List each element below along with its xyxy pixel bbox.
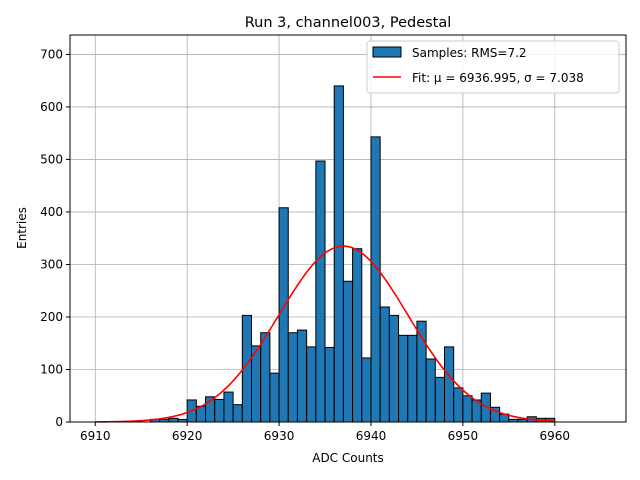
fit-curve xyxy=(95,245,555,423)
histogram-bar xyxy=(379,306,390,423)
y-axis-label: Entries xyxy=(15,207,29,249)
y-tick-label: 600 xyxy=(40,100,63,114)
histogram-bar xyxy=(269,372,280,423)
histogram-bar xyxy=(296,329,308,423)
plot-frame xyxy=(69,34,627,423)
histogram-bar xyxy=(324,346,335,423)
chart-title: Run 3, channel003, Pedestal xyxy=(245,15,452,31)
histogram-bar xyxy=(251,345,262,423)
legend: Samples: RMS=7.2 Fit: μ = 6936.995, σ = … xyxy=(366,40,620,94)
x-tick-label: 6910 xyxy=(80,429,111,443)
histogram-bar xyxy=(223,391,234,423)
x-tick-label: 6920 xyxy=(172,429,203,443)
x-tick-label: 6930 xyxy=(264,429,295,443)
legend-fit-label: Fit: μ = 6936.995, σ = 7.038 xyxy=(412,71,584,85)
histogram-bar xyxy=(315,160,326,423)
histogram-bars xyxy=(149,85,556,423)
y-tick-label: 0 xyxy=(55,415,63,429)
x-axis-label: ADC Counts xyxy=(312,451,384,465)
legend-hist-label: Samples: RMS=7.2 xyxy=(412,46,527,60)
y-tick-label: 500 xyxy=(40,152,63,166)
y-axis-ticks: 0 100 200 300 400 500 600 700 xyxy=(40,47,70,429)
histogram-bar xyxy=(388,314,400,423)
histogram-bar xyxy=(306,346,317,423)
histogram-bar xyxy=(214,398,225,423)
histogram-bar xyxy=(398,334,409,423)
histogram-bar xyxy=(462,395,473,423)
histogram-bar xyxy=(453,387,464,423)
histogram-bar xyxy=(434,376,445,423)
histogram-bar xyxy=(260,332,271,423)
x-tick-label: 6960 xyxy=(540,429,571,443)
y-tick-label: 200 xyxy=(40,310,63,324)
histogram-bar xyxy=(232,404,243,423)
y-tick-label: 700 xyxy=(40,47,63,61)
legend-box xyxy=(366,40,620,94)
histogram-bar xyxy=(287,332,298,423)
histogram-bar xyxy=(278,207,289,423)
x-tick-label: 6950 xyxy=(448,429,479,443)
histogram-bar xyxy=(425,358,436,423)
histogram-bar xyxy=(443,346,455,423)
y-tick-label: 300 xyxy=(40,257,63,271)
y-tick-label: 100 xyxy=(40,362,63,376)
histogram-bar xyxy=(168,417,179,423)
histogram-bar xyxy=(361,357,372,423)
y-tick-label: 400 xyxy=(40,205,63,219)
legend-hist-swatch xyxy=(372,46,402,58)
histogram-bar xyxy=(407,334,418,423)
x-tick-label: 6940 xyxy=(356,429,387,443)
histogram-bar xyxy=(370,136,381,423)
histogram-bar xyxy=(342,280,354,423)
histogram-bar xyxy=(352,248,363,423)
histogram-bar xyxy=(333,85,344,423)
x-axis-ticks: 6910 6920 6930 6940 6950 6960 xyxy=(80,422,570,443)
